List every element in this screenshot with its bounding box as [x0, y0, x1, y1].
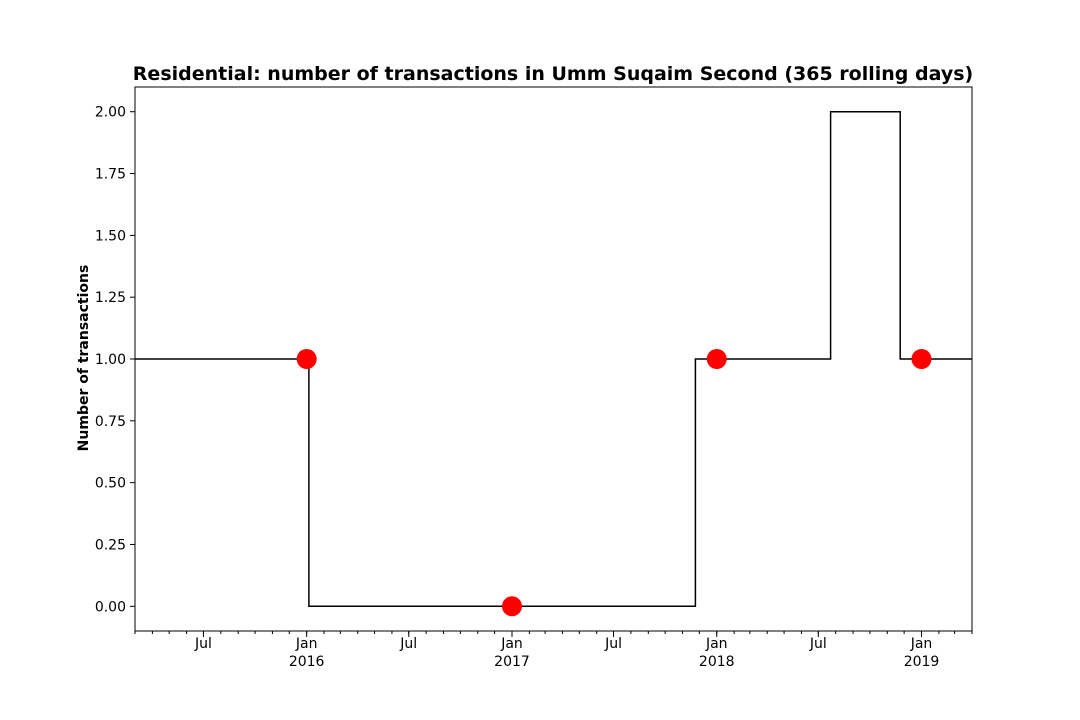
data-point-marker	[706, 349, 727, 369]
x-tick-label: Jul	[809, 636, 827, 652]
series-step-line	[135, 110, 972, 608]
x-tick-year-label: 2018	[699, 654, 735, 670]
x-tick-label: Jan	[500, 636, 523, 652]
y-tick-label: 1.75	[95, 167, 126, 183]
x-axis: Jul Jan 2016 Jul Jan 2017 Jul Jan 2018 Jul Jan 2019	[134, 631, 973, 670]
y-tick-label: 0.00	[95, 599, 126, 615]
plot-area	[135, 110, 972, 617]
y-tick-label: 2.00	[95, 105, 126, 121]
y-tick-label: 0.50	[95, 476, 126, 492]
y-tick-label: 1.00	[95, 352, 126, 368]
data-point-marker	[501, 596, 522, 617]
y-tick-label: 1.25	[95, 290, 126, 306]
x-tick-label: Jan	[910, 636, 933, 652]
x-tick-label: Jul	[399, 636, 417, 652]
data-point-marker	[296, 349, 317, 369]
x-tick-year-label: 2017	[494, 654, 530, 670]
y-tick-label: 0.25	[95, 537, 126, 553]
data-point-marker	[911, 349, 932, 369]
x-tick-year-label: 2019	[904, 654, 940, 670]
y-axis-label: Number of transactions	[76, 265, 92, 452]
x-tick-label: Jul	[194, 636, 212, 652]
x-tick-label: Jan	[295, 636, 318, 652]
chart-title: Residential: number of transactions in U…	[133, 63, 973, 85]
y-tick-label: 0.75	[95, 414, 126, 430]
y-axis: 0.00 0.25 0.50 0.75 1.00 1.25 1.50 1.75 2.00	[95, 105, 135, 615]
x-tick-label: Jan	[705, 636, 728, 652]
y-tick-label: 1.50	[95, 228, 126, 244]
x-tick-year-label: 2016	[289, 654, 325, 670]
x-tick-label: Jul	[604, 636, 622, 652]
